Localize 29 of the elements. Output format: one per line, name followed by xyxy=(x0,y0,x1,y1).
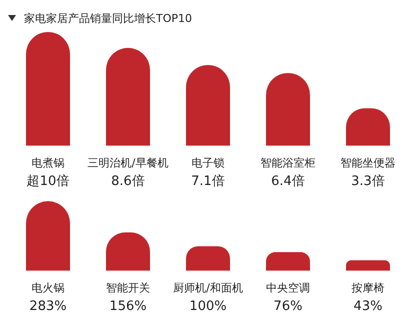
x-tick-label: 按摩椅 xyxy=(352,281,384,294)
bar xyxy=(266,252,310,271)
data-label: 100% xyxy=(189,298,227,314)
x-tick-label: 智能浴室柜 xyxy=(260,156,316,170)
x-tick-label: 智能开关 xyxy=(106,281,150,294)
data-label: 3.3倍 xyxy=(351,174,385,189)
data-label: 283% xyxy=(29,298,67,314)
bar xyxy=(186,246,230,271)
x-tick-label: 电火锅 xyxy=(32,281,64,294)
data-label: 43% xyxy=(354,298,382,314)
x-tick-label: 中央空调 xyxy=(266,281,310,294)
x-tick-label: 电煮锅 xyxy=(32,156,64,170)
x-tick-label: 厨师机/和面机 xyxy=(173,281,243,294)
data-label: 8.6倍 xyxy=(111,174,145,189)
x-tick-label: 电子锁 xyxy=(192,156,224,170)
bar xyxy=(346,260,390,271)
bar xyxy=(186,65,230,146)
bar xyxy=(106,48,150,146)
x-tick-label: 智能坐便器 xyxy=(340,156,396,170)
bar xyxy=(26,32,70,146)
bar xyxy=(26,201,70,271)
data-label: 7.1倍 xyxy=(191,174,225,189)
data-label: 156% xyxy=(109,298,147,314)
chart-title: 家电家居产品销量同比增长TOP10 xyxy=(24,10,192,26)
data-label: 6.4倍 xyxy=(271,174,305,189)
x-tick-label: 三明治机/早餐机 xyxy=(88,156,168,170)
bar xyxy=(266,72,310,146)
data-label: 76% xyxy=(274,298,302,314)
data-label: 超10倍 xyxy=(26,174,70,189)
